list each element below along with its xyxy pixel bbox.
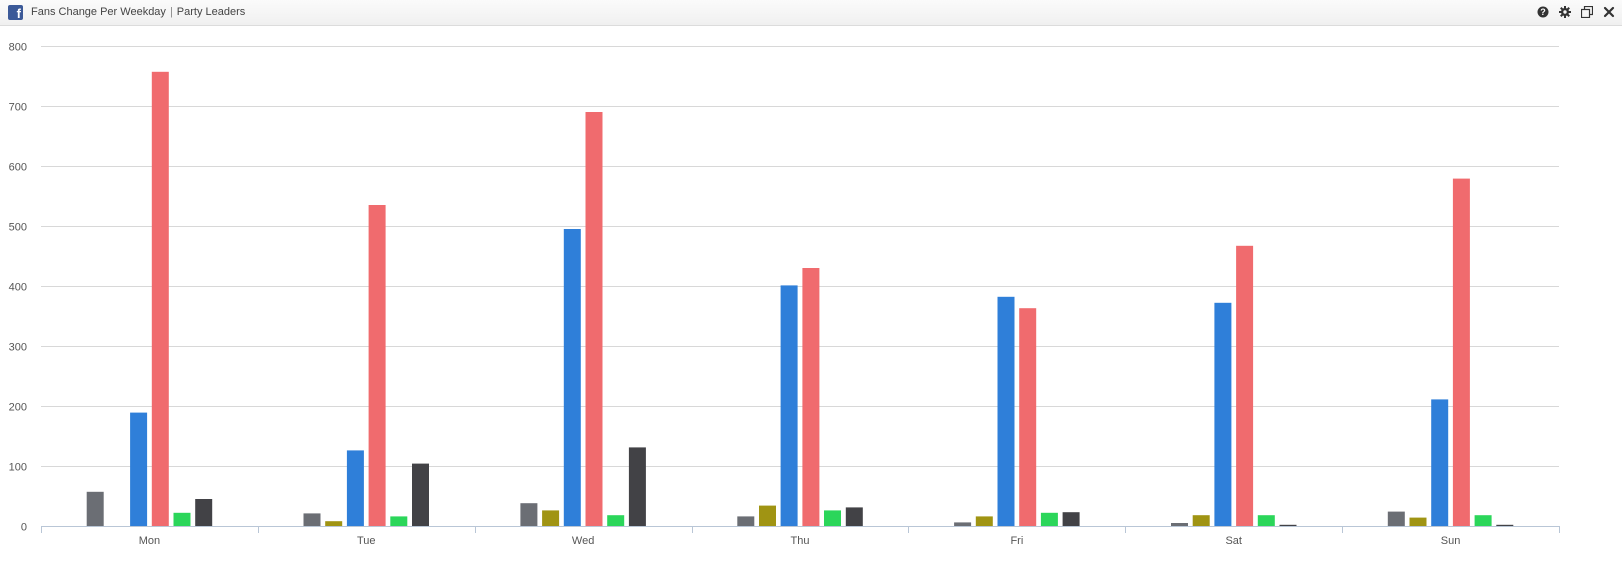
bar bbox=[390, 516, 408, 526]
bar bbox=[173, 512, 191, 526]
bar bbox=[303, 513, 321, 526]
y-tick-label: 100 bbox=[9, 462, 27, 474]
bar bbox=[1214, 302, 1232, 526]
bar bbox=[151, 71, 169, 527]
y-tick-label: 0 bbox=[21, 522, 27, 534]
help-icon[interactable]: ? bbox=[1536, 5, 1550, 19]
bar bbox=[368, 205, 386, 526]
bar bbox=[346, 450, 364, 526]
bar bbox=[1062, 512, 1080, 526]
bar bbox=[1474, 515, 1492, 526]
bar bbox=[780, 285, 798, 526]
bar bbox=[1279, 524, 1297, 526]
bar bbox=[195, 499, 213, 526]
title-bar: f Fans Change Per Weekday | Party Leaders … bbox=[0, 0, 1622, 26]
chart-title: Fans Change Per Weekday bbox=[31, 6, 166, 18]
bar-chart: 0 100 200 300 400 500 600 700 800 Mon Tue Wed Thu Fri… bbox=[9, 42, 1560, 547]
y-tick-label: 200 bbox=[9, 402, 27, 414]
bar bbox=[86, 491, 104, 526]
bar bbox=[325, 521, 343, 526]
bar bbox=[1496, 524, 1514, 526]
bar bbox=[1040, 512, 1058, 526]
bar bbox=[1452, 178, 1470, 526]
x-tick-label: Tue bbox=[357, 535, 376, 547]
bar bbox=[520, 503, 538, 526]
window-controls: ? bbox=[1536, 4, 1616, 20]
bar bbox=[585, 112, 603, 526]
bar bbox=[1409, 517, 1427, 526]
x-tick-label: Sat bbox=[1225, 535, 1242, 547]
x-tick-label: Sun bbox=[1441, 535, 1461, 547]
bar bbox=[542, 510, 560, 526]
bar bbox=[130, 412, 148, 526]
bar bbox=[759, 505, 776, 526]
gear-icon[interactable] bbox=[1558, 5, 1572, 19]
bar bbox=[1192, 515, 1210, 526]
bar bbox=[1387, 511, 1405, 526]
bar bbox=[997, 296, 1015, 526]
y-tick-label: 700 bbox=[9, 102, 27, 114]
x-tick-label: Mon bbox=[139, 535, 160, 547]
bar bbox=[607, 515, 625, 526]
window-title: Fans Change Per Weekday | Party Leaders bbox=[31, 6, 245, 18]
bar bbox=[412, 463, 429, 526]
x-tick-label: Thu bbox=[791, 535, 810, 547]
close-icon[interactable] bbox=[1602, 5, 1616, 19]
x-tick-label: Fri bbox=[1010, 535, 1023, 547]
bar bbox=[1171, 523, 1188, 526]
bar bbox=[845, 507, 863, 526]
bar bbox=[802, 268, 820, 526]
bar bbox=[1236, 245, 1254, 527]
chart-subtitle: Party Leaders bbox=[176, 6, 246, 18]
y-tick-label: 300 bbox=[9, 342, 27, 354]
bar bbox=[628, 447, 646, 526]
y-tick-label: 400 bbox=[9, 282, 27, 294]
svg-text:?: ? bbox=[1540, 7, 1546, 17]
bar bbox=[737, 516, 755, 526]
bar bbox=[1019, 308, 1037, 526]
bar bbox=[954, 522, 972, 526]
bar bbox=[975, 516, 993, 526]
restore-icon[interactable] bbox=[1580, 5, 1594, 19]
bar bbox=[1257, 515, 1275, 526]
facebook-icon: f bbox=[8, 5, 23, 20]
x-tick-label: Wed bbox=[572, 535, 594, 547]
y-tick-label: 500 bbox=[9, 222, 27, 234]
title-separator: | bbox=[169, 6, 173, 18]
bar bbox=[1431, 399, 1449, 526]
bar bbox=[824, 510, 841, 526]
y-tick-label: 800 bbox=[9, 42, 27, 54]
bar bbox=[563, 229, 581, 526]
y-tick-label: 600 bbox=[9, 162, 27, 174]
